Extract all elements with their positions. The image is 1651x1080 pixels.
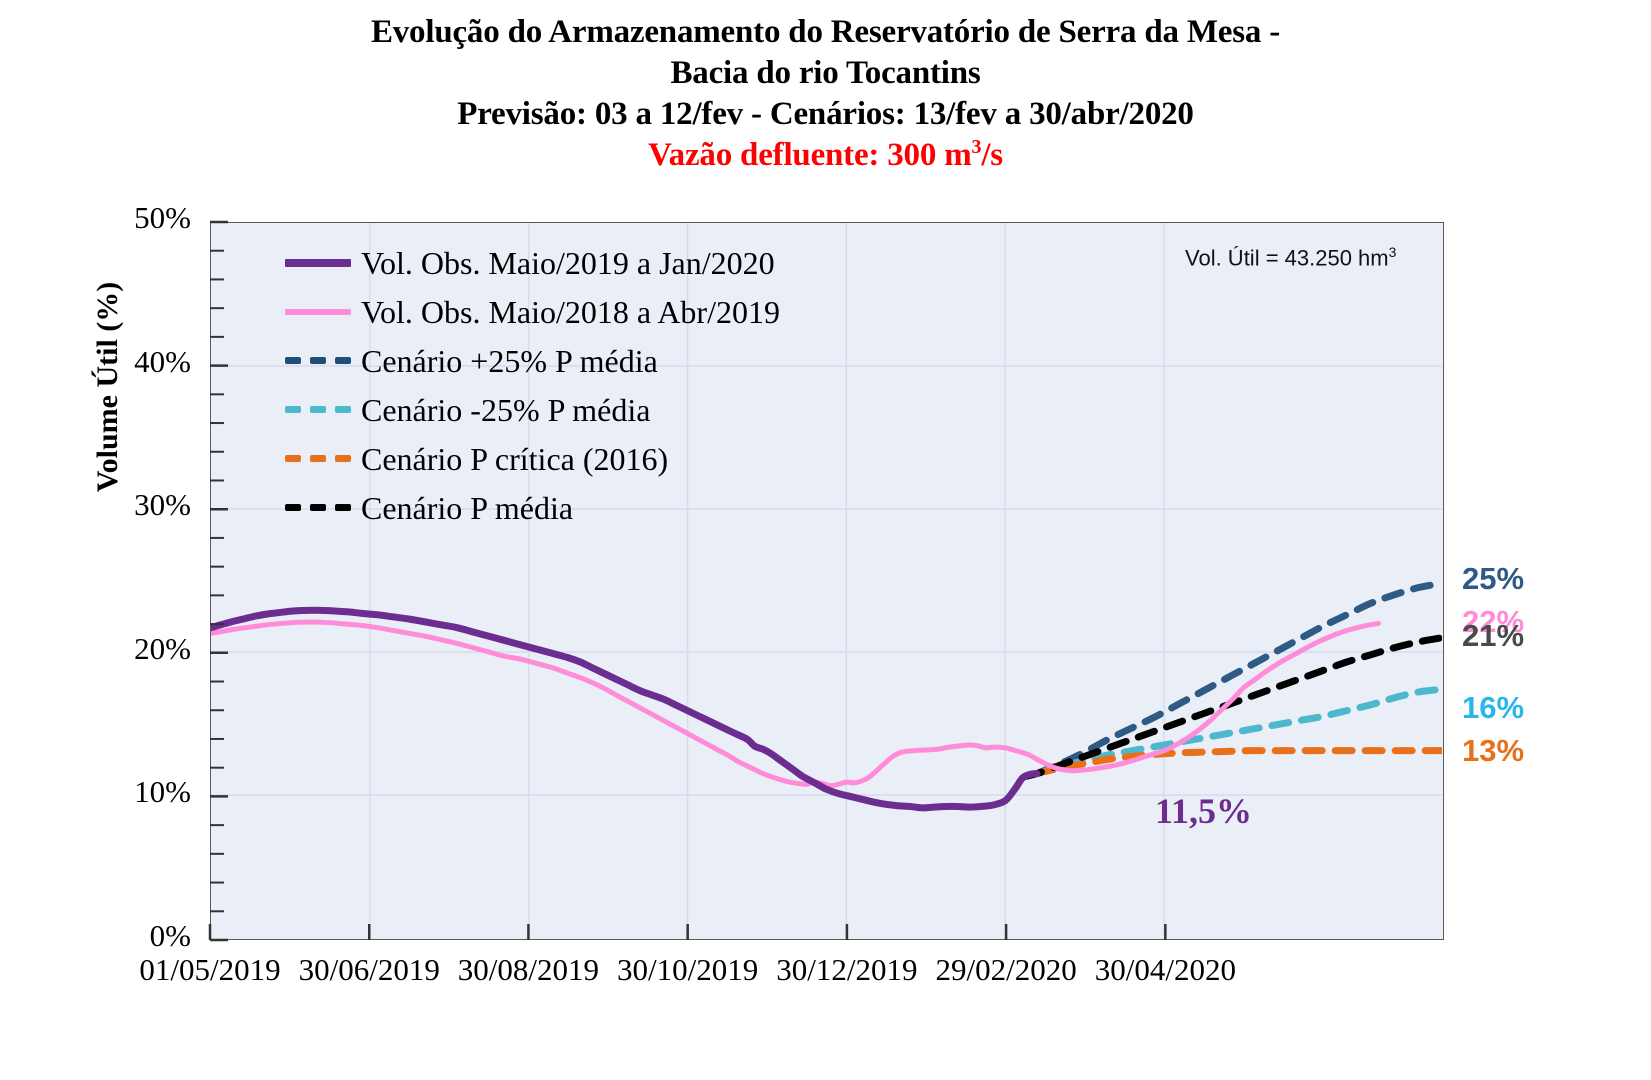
title-line-3: Previsão: 03 a 12/fev - Cenários: 13/fev… <box>457 96 1194 132</box>
x-tick-label: 01/05/2019 <box>139 952 281 987</box>
y-tick-label: 20% <box>134 630 191 666</box>
y-tick-label: 10% <box>134 774 191 810</box>
legend-item[interactable]: Cenário P crítica (2016) <box>285 434 885 483</box>
series-end-label: 13% <box>1462 733 1525 769</box>
title-line-1: Evolução do Armazenamento do Reservatóri… <box>370 14 1281 50</box>
x-tick-label: 30/12/2019 <box>776 952 918 987</box>
legend-swatch-dashed <box>285 504 351 511</box>
legend-dash-segment <box>285 504 301 511</box>
legend-dash-segment <box>285 357 301 364</box>
series-line <box>1033 579 1442 778</box>
legend-item-label: Cenário +25% P média <box>361 342 658 379</box>
legend-item[interactable]: Cenário -25% P média <box>285 385 885 434</box>
chart-title-block: Evolução do Armazenamento do Reservatóri… <box>0 12 1651 176</box>
legend-dash-segment <box>310 406 326 413</box>
y-tick-label: 40% <box>134 343 191 379</box>
legend-swatch-dashed <box>285 455 351 462</box>
legend-dash-segment <box>335 455 351 462</box>
legend-dash-segment <box>285 406 301 413</box>
legend-item-label: Cenário -25% P média <box>361 391 651 428</box>
legend-dash-segment <box>310 504 326 511</box>
series-end-label: 21% <box>1462 618 1525 654</box>
series-line <box>211 606 1041 812</box>
legend-item-label: Vol. Obs. Maio/2018 a Abr/2019 <box>361 293 780 330</box>
vol-util-exponent: 3 <box>1388 244 1397 260</box>
x-tick-label: 30/10/2019 <box>617 952 759 987</box>
vol-util-text: Vol. Útil = 43.250 hm <box>1185 245 1389 271</box>
outflow-exponent: 3 <box>971 136 982 158</box>
title-line-2: Bacia do rio Tocantins <box>670 55 981 91</box>
x-tick-label: 30/06/2019 <box>298 952 440 987</box>
y-tick-label: 30% <box>134 487 191 523</box>
legend-swatch-dashed <box>285 357 351 364</box>
x-tick-label: 29/02/2020 <box>935 952 1077 987</box>
series-line <box>1033 747 1442 778</box>
x-tick-label: 30/08/2019 <box>457 952 600 987</box>
current-value-annotation: 11,5% <box>1155 791 1253 831</box>
legend-item[interactable]: Cenário P média <box>285 483 885 532</box>
series-end-label: 25% <box>1462 561 1525 596</box>
legend-dash-segment <box>335 357 351 364</box>
legend-dash-segment <box>310 357 326 364</box>
legend-dash-segment <box>335 504 351 511</box>
outflow-text: Vazão defluente: 300 m <box>648 137 972 173</box>
legend-swatch-dashed <box>285 406 351 413</box>
legend-item[interactable]: Vol. Obs. Maio/2018 a Abr/2019 <box>285 287 885 336</box>
legend-item-label: Cenário P crítica (2016) <box>361 440 669 477</box>
legend-item[interactable]: Vol. Obs. Maio/2019 a Jan/2020 <box>285 238 885 287</box>
chart-legend: Vol. Obs. Maio/2019 a Jan/2020 Vol. Obs. … <box>285 238 885 532</box>
plot-area <box>210 222 1444 940</box>
title-line-4-outflow: Vazão defluente: 300 m3/s <box>0 135 1651 176</box>
y-tick-label: 50% <box>134 200 191 235</box>
series-line <box>1021 634 1442 780</box>
legend-swatch-solid <box>285 258 351 267</box>
legend-dash-segment <box>310 455 326 462</box>
legend-dash-segment <box>285 455 301 462</box>
legend-item-label: Vol. Obs. Maio/2019 a Jan/2020 <box>361 244 775 281</box>
outflow-unit: /s <box>981 137 1003 173</box>
series-end-label: 16% <box>1462 690 1525 726</box>
vol-util-annotation: Vol. Útil = 43.250 hm3 <box>1185 244 1396 271</box>
series-end-label: 22% <box>1462 604 1525 640</box>
legend-dash-segment <box>335 406 351 413</box>
y-tick-label: 0% <box>149 918 191 953</box>
plot-svg <box>211 223 1442 938</box>
series-line <box>211 619 1381 789</box>
legend-swatch-solid <box>285 308 351 315</box>
legend-item-label: Cenário P média <box>361 489 574 526</box>
series-line <box>1033 685 1442 778</box>
legend-item[interactable]: Cenário +25% P média <box>285 336 885 385</box>
x-tick-label: 30/04/2020 <box>1094 952 1236 987</box>
